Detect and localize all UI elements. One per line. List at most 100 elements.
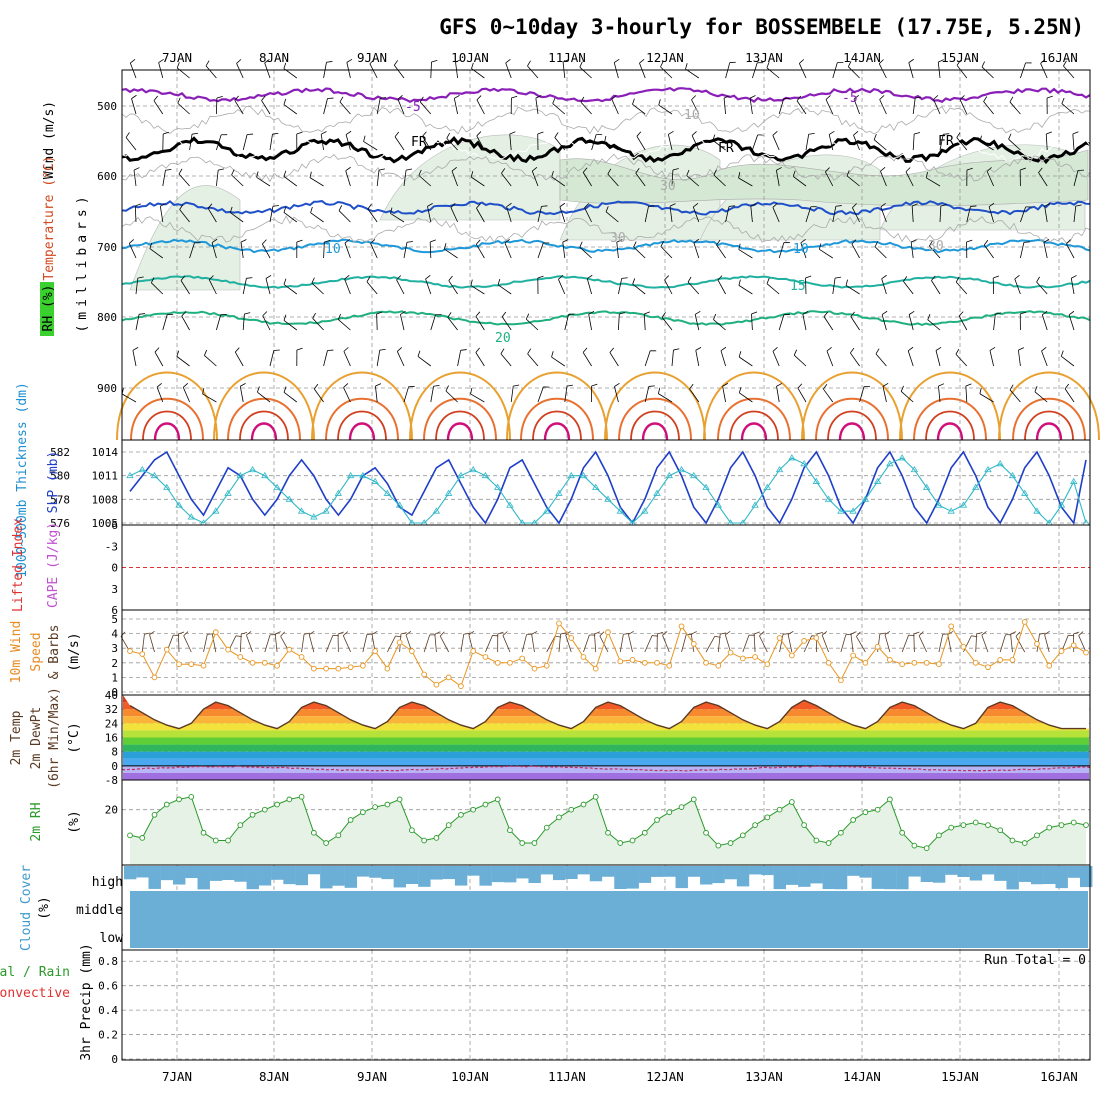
wind-barb [283,212,298,223]
wind-speed-line-point [225,646,231,653]
wind-barb [725,206,730,223]
wind-barb [632,104,646,115]
cloud-high-bar [957,866,970,877]
boundary-contour [506,371,608,441]
wind-barb-flag [476,203,481,209]
wind-barb-flag [272,205,279,207]
wind-barb-flag [150,277,155,284]
wind-speed-line-point [200,662,207,669]
wind-speed-line-point [911,659,918,666]
wind-barb [751,314,753,331]
wind-speed-line-point [1046,662,1053,669]
wind-barb [712,140,726,151]
wind-barb-flag [366,276,371,282]
wind10-barb [211,634,217,653]
wind10-barb-flag [560,632,567,635]
rh-line-point [1034,832,1040,839]
cloud-high-bar [700,866,713,885]
wind-barb [845,285,860,295]
wind-barb-flag [470,387,473,395]
cloud-high-bar [994,866,1007,881]
wind10-barb [387,635,396,653]
contour-label-20: 20 [495,331,511,346]
wind-barb [552,103,566,115]
wind-barb [689,388,700,403]
wind-barb [390,213,405,223]
wind-barb-flag [1008,133,1012,140]
cloud-low-middle [130,891,1088,948]
wind-barb-flag [475,239,481,245]
wind-barb [979,141,994,151]
cloud-high-bar [222,866,235,881]
wind-barb [823,316,834,331]
wind-barb-flag [562,59,569,63]
wind10-barb [183,635,192,653]
cloud-high-bar [552,866,566,881]
wind-tick: 3 [111,642,118,655]
rh-line-point [409,827,415,834]
wind-barb-flag [125,132,130,138]
cloud-high-bar [1030,866,1044,885]
rh-line-point [323,840,329,846]
wind-barb-flag [846,170,850,177]
wind-barb-flag [738,386,742,393]
thickness-line-point [163,483,171,490]
wind-barb-flag [537,275,544,279]
wind-barb [554,137,566,151]
wind10-barb-flag [662,631,668,636]
slp-tick: 1008 [92,493,119,506]
cloud-high-bar [540,866,554,875]
wind-barb [154,351,164,367]
wind-barb-flag [657,387,661,394]
wind-speed-line-point [507,659,513,666]
boundary-contour [337,410,387,441]
wind-tick: 5 [111,613,118,626]
wind-barb [261,100,271,115]
rh-line-point [899,829,906,836]
wind-barb-flag [668,130,674,135]
cloud-high-bar [491,866,505,883]
wind-speed-line-point [151,674,158,681]
wind-barb-flag [191,132,198,135]
cloud-level-high: high [92,875,123,890]
wind10-barb [619,634,624,653]
thickness-line-point [788,454,796,461]
wind-barb [242,278,247,295]
wind-barb [633,246,646,259]
wind-barb [660,246,673,259]
cloud-high-bar [442,866,456,880]
date-label-bottom: 7JAN [162,1069,192,1084]
wind10-barb [177,633,180,653]
wind-barb [525,318,539,331]
wind10-barb [981,634,989,653]
thickness-line-point [248,465,257,473]
wind10-barb [362,634,368,653]
wind-barb-flag [181,311,187,317]
contour-label-15: 15 [790,279,806,294]
thickness-line-point [1070,477,1078,484]
wind-speed-line-point [274,662,280,669]
wind10-barb [274,634,278,653]
wind-barb [1073,206,1077,223]
wind-barb [981,66,994,79]
wind10-barb-flag [720,632,727,635]
wind10-barb-flag [246,631,252,636]
thickness-line-point [996,460,1004,467]
wind-speed-line-point [433,681,440,688]
temp-band [123,723,1089,731]
wind-barb [448,280,458,295]
wind-barb [632,283,646,295]
wind-barb [1061,355,1075,367]
wind10-barb-flag [691,631,697,635]
wind-barb [444,248,458,259]
wind-barb-flag [644,311,650,315]
wind10-barb-flag [343,631,349,636]
thickness-line-point [714,501,723,508]
rh-label-30c: 30 [928,239,944,254]
wind-barb [661,317,673,331]
wind10-barb-flag [623,633,630,635]
boundary-contour [998,371,1100,441]
wind-barb [586,278,592,295]
wind-barb-flag [1072,131,1079,135]
wind-barb [376,313,378,331]
